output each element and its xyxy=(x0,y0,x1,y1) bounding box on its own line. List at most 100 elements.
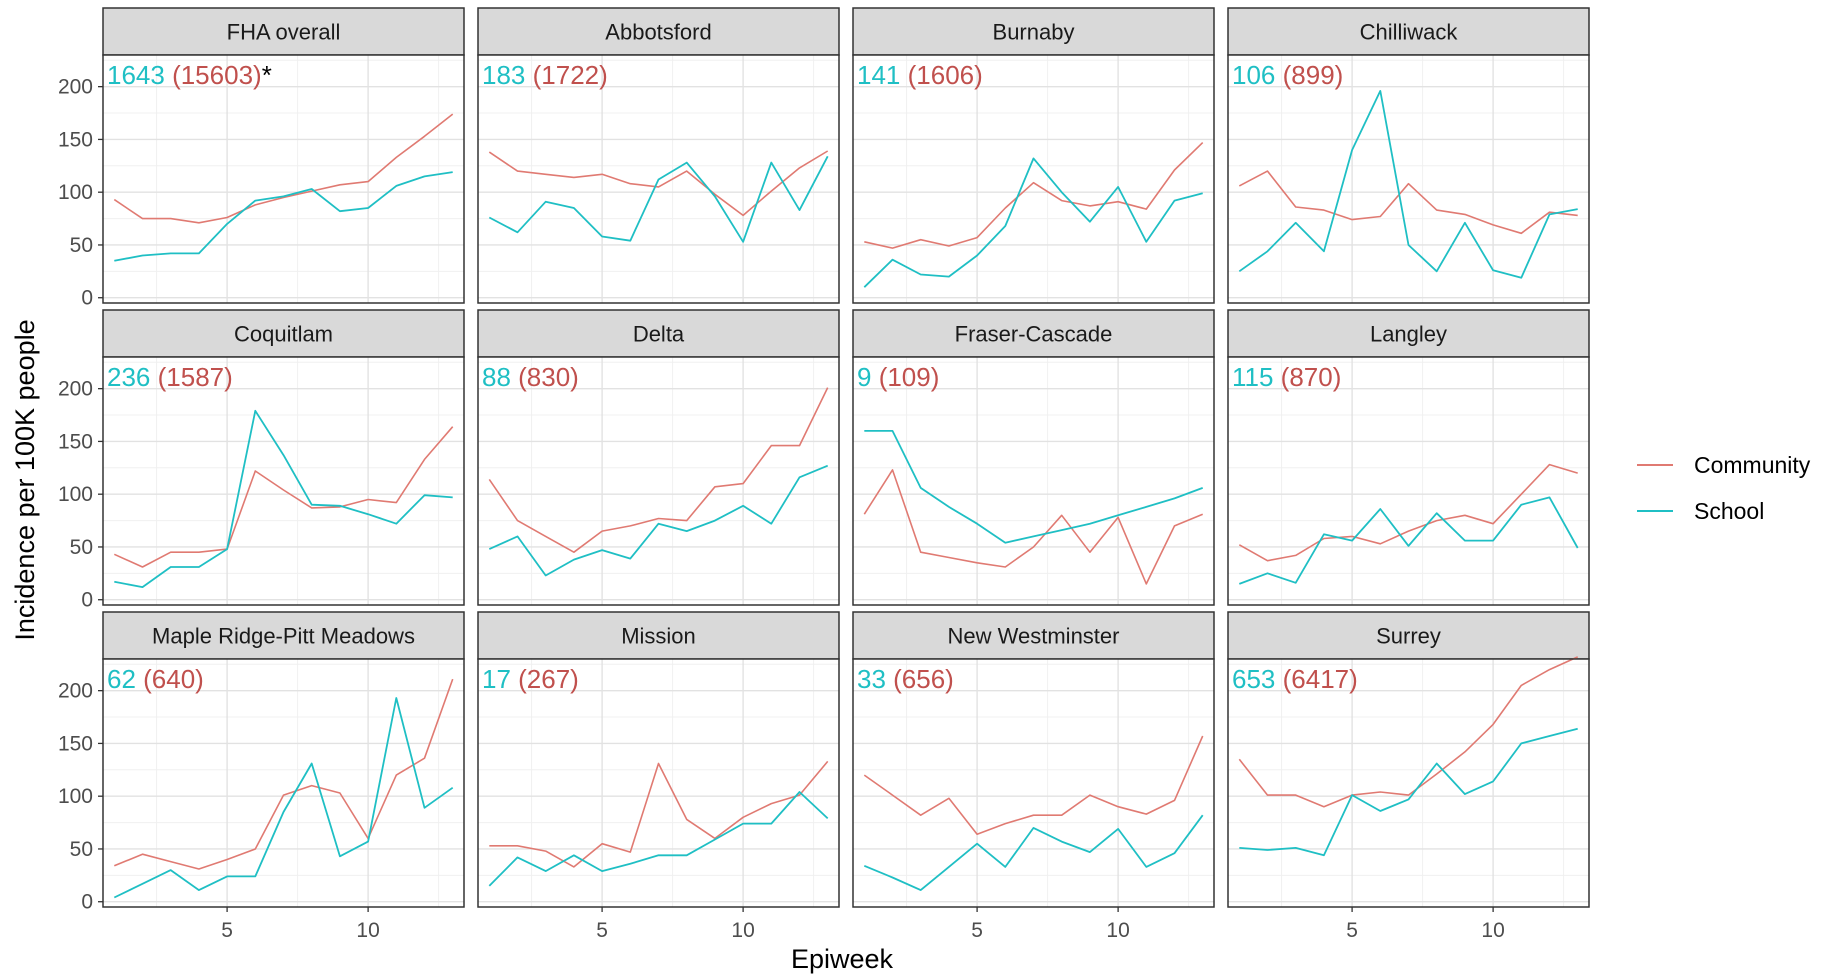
community-count: (640) xyxy=(136,664,204,694)
x-tick-label: 5 xyxy=(971,919,983,942)
panel-background xyxy=(1228,55,1589,303)
community-count: (267) xyxy=(511,664,579,694)
community-line xyxy=(488,150,829,217)
panel-border xyxy=(477,54,840,304)
y-tick-label: 50 xyxy=(70,234,93,257)
strip-chilliwack xyxy=(1227,7,1590,56)
strip-title: Coquitlam xyxy=(234,322,333,347)
panel-background xyxy=(478,357,839,605)
note-mark: * xyxy=(262,60,272,90)
panel-background xyxy=(103,357,464,605)
y-tick-label: 50 xyxy=(70,838,93,861)
panel-fha-overall: FHA overall 1643 (15603)* 0 50 100 150 200 xyxy=(58,7,465,310)
panel-border xyxy=(477,658,840,908)
y-tick-label: 50 xyxy=(70,536,93,559)
panel-background xyxy=(853,659,1214,907)
community-count: (15603) xyxy=(165,60,262,90)
x-tick-label: 10 xyxy=(1106,919,1129,942)
community-count: (870) xyxy=(1273,362,1341,392)
count-annotation: 17 (267) xyxy=(482,664,579,694)
count-annotation: 62 (640) xyxy=(107,664,204,694)
panel-border xyxy=(102,356,465,606)
community-line xyxy=(488,387,829,554)
panel-border xyxy=(852,54,1215,304)
panel-border xyxy=(852,658,1215,908)
y-tick-label: 100 xyxy=(58,483,93,506)
community-line xyxy=(863,469,1204,585)
strip-delta xyxy=(477,309,840,358)
community-line xyxy=(113,426,454,568)
panel-border xyxy=(1227,658,1590,908)
x-tick-label: 5 xyxy=(596,919,608,942)
strip-new-westminster xyxy=(852,611,1215,660)
school-count: 9 xyxy=(857,362,871,392)
panel-delta: Delta 88 (830) xyxy=(477,309,840,606)
strip-title: Burnaby xyxy=(993,20,1075,45)
count-annotation: 236 (1587) xyxy=(107,362,233,392)
school-count: 115 xyxy=(1232,362,1273,392)
strip-title: Fraser-Cascade xyxy=(955,322,1113,347)
community-count: (1722) xyxy=(525,60,607,90)
y-tick-label: 100 xyxy=(58,181,93,204)
count-annotation: 9 (109) xyxy=(857,362,939,392)
x-axis-title: Epiweek xyxy=(791,944,894,974)
count-annotation: 33 (656) xyxy=(857,664,954,694)
y-tick-label: 0 xyxy=(81,287,93,310)
strip-fraser-cascade xyxy=(852,309,1215,358)
community-count: (6417) xyxy=(1275,664,1357,694)
panel-surrey: Surrey 653 (6417) 5 10 xyxy=(1227,611,1590,942)
y-tick-label: 0 xyxy=(81,891,93,914)
panel-background xyxy=(478,659,839,907)
panel-border xyxy=(852,356,1215,606)
panel-background xyxy=(853,357,1214,605)
count-annotation: 106 (899) xyxy=(1232,60,1343,90)
panel-border xyxy=(102,54,465,304)
strip-title: Mission xyxy=(621,624,696,649)
community-line xyxy=(489,760,829,868)
panel-background xyxy=(1228,659,1589,907)
school-count: 141 xyxy=(857,60,900,90)
panel-background xyxy=(853,55,1214,303)
school-line xyxy=(488,791,829,887)
panel-fraser-cascade: Fraser-Cascade 9 (109) xyxy=(852,309,1215,606)
strip-abbotsford xyxy=(477,7,840,56)
legend: Community School xyxy=(1637,452,1811,524)
community-count: (899) xyxy=(1275,60,1343,90)
x-tick-label: 10 xyxy=(731,919,754,942)
strip-langley xyxy=(1227,309,1590,358)
school-count: 653 xyxy=(1232,664,1275,694)
strip-title: Maple Ridge-Pitt Meadows xyxy=(152,624,415,649)
community-count: (656) xyxy=(886,664,954,694)
school-count: 88 xyxy=(482,362,511,392)
panel-border xyxy=(477,356,840,606)
x-tick-label: 10 xyxy=(1481,919,1504,942)
community-line xyxy=(113,113,454,224)
panel-burnaby: Burnaby 141 (1606) xyxy=(852,7,1215,304)
school-line xyxy=(863,814,1204,891)
x-tick-label: 5 xyxy=(221,919,233,942)
panel-border xyxy=(1227,356,1590,606)
panel-background xyxy=(1228,357,1589,605)
y-tick-label: 200 xyxy=(58,76,93,99)
community-count: (830) xyxy=(511,362,579,392)
panel-langley: Langley 115 (870) xyxy=(1227,309,1590,606)
strip-title: FHA overall xyxy=(227,20,341,45)
y-axis-title: Incidence per 100K people xyxy=(10,319,40,640)
community-line xyxy=(863,735,1204,836)
school-line xyxy=(1239,727,1578,857)
strip-title: New Westminster xyxy=(948,624,1120,649)
panel-abbotsford: Abbotsford 183 (1722) xyxy=(477,7,840,304)
y-tick-label: 150 xyxy=(58,430,93,453)
count-annotation: 141 (1606) xyxy=(857,60,983,90)
school-line xyxy=(488,464,829,577)
strip-title: Chilliwack xyxy=(1360,20,1459,45)
community-line xyxy=(1238,170,1578,235)
school-count: 33 xyxy=(857,664,886,694)
y-tick-label: 200 xyxy=(58,680,93,703)
x-tick-label: 5 xyxy=(1346,919,1358,942)
panel-mission: Mission 17 (267) 5 10 xyxy=(477,611,840,942)
school-line xyxy=(864,429,1204,544)
school-count: 17 xyxy=(482,664,511,694)
strip-title: Abbotsford xyxy=(605,20,711,45)
panel-maple-ridge-pitt-meadows: Maple Ridge-Pitt Meadows 62 (640) 0 50 100 15… xyxy=(58,611,465,942)
